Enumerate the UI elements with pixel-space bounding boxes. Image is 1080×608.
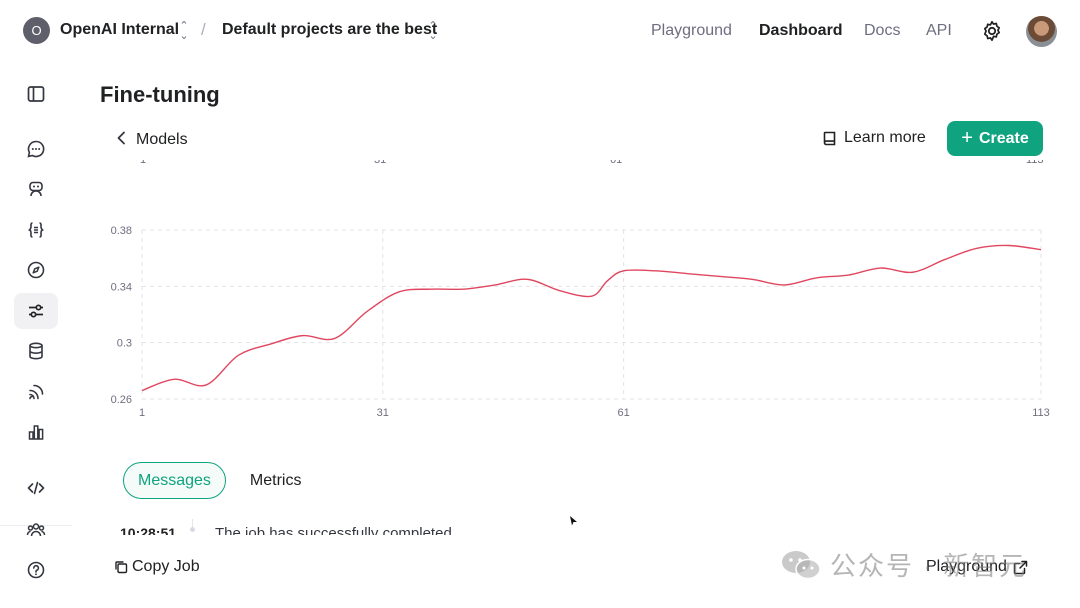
breadcrumb-separator: / bbox=[201, 20, 206, 39]
nav-api[interactable]: API bbox=[926, 22, 952, 39]
database-icon[interactable] bbox=[14, 333, 58, 369]
book-icon bbox=[823, 131, 836, 145]
open-in-playground-link[interactable]: Playground bbox=[926, 558, 1028, 576]
clipped-tick: 1 bbox=[140, 160, 147, 166]
chevron-left-icon bbox=[116, 129, 126, 150]
project-chevron-updown-icon[interactable]: ⌃ ⌃ bbox=[428, 20, 438, 41]
curly-braces-icon[interactable] bbox=[14, 212, 58, 248]
back-to-models-link[interactable]: Models bbox=[116, 129, 188, 150]
timeline-line bbox=[192, 519, 193, 527]
clipped-tick: 31 bbox=[374, 160, 387, 166]
clipped-tick: 113 bbox=[1026, 160, 1044, 166]
clipped-tick: 61 bbox=[610, 160, 623, 166]
copy-icon bbox=[115, 561, 128, 574]
bar-chart-icon[interactable] bbox=[14, 414, 58, 450]
x-tick-label: 31 bbox=[377, 407, 389, 418]
y-tick-label: 0.38 bbox=[111, 225, 132, 237]
line-chart-svg: 0.26 0.3 0.34 0.38 1 31 61 113 bbox=[111, 225, 1050, 419]
sidebar bbox=[0, 62, 72, 608]
learn-more-link[interactable]: Learn more bbox=[822, 129, 926, 147]
users-icon[interactable] bbox=[14, 512, 58, 548]
plus-icon: + bbox=[961, 127, 973, 149]
watermark: 公众号 · 新智元 bbox=[780, 546, 1027, 583]
wechat-logo-icon bbox=[782, 550, 821, 579]
back-link-label: Models bbox=[136, 130, 188, 148]
org-avatar[interactable]: O bbox=[23, 17, 50, 44]
timeline-dot bbox=[190, 527, 195, 532]
series-line bbox=[141, 244, 1042, 392]
audio-waves-icon[interactable] bbox=[14, 374, 58, 410]
org-switcher[interactable]: OpenAI Internal bbox=[60, 21, 180, 38]
project-switcher[interactable]: Default projects are the best bbox=[222, 21, 438, 38]
copy-job-label: Copy Job bbox=[132, 558, 200, 575]
messages-log: 10:28:51 The job has successfully comple… bbox=[100, 519, 1060, 535]
nav-docs[interactable]: Docs bbox=[864, 22, 901, 39]
page-title: Fine-tuning bbox=[100, 82, 220, 107]
tab-messages[interactable]: Messages bbox=[123, 462, 226, 499]
copy-job-button[interactable]: Copy Job bbox=[114, 558, 200, 576]
help-icon[interactable] bbox=[14, 552, 58, 588]
log-message: The job has successfully completed bbox=[215, 525, 452, 535]
nav-playground[interactable]: Playground bbox=[651, 22, 732, 39]
playground-link-label: Playground bbox=[926, 558, 1007, 575]
org-chevron-updown-icon[interactable]: ⌃ ⌃ bbox=[179, 20, 189, 41]
mouse-cursor-icon bbox=[570, 516, 577, 526]
tab-metrics[interactable]: Metrics bbox=[249, 471, 302, 489]
compass-icon[interactable] bbox=[14, 252, 58, 288]
create-button[interactable]: + Create bbox=[947, 121, 1043, 156]
top-bar: O OpenAI Internal ⌃ ⌃ / Default projects … bbox=[0, 0, 1080, 62]
code-icon[interactable] bbox=[14, 470, 58, 506]
external-link-icon bbox=[1013, 560, 1028, 574]
y-tick-label: 0.26 bbox=[111, 394, 132, 406]
sliders-icon[interactable] bbox=[14, 293, 58, 329]
create-button-label: Create bbox=[978, 129, 1029, 147]
x-tick-label: 113 bbox=[1032, 407, 1050, 418]
gear-icon[interactable] bbox=[980, 19, 1004, 43]
watermark-text: 公众号 · 新智元 bbox=[830, 551, 1028, 581]
panel-toggle-icon[interactable] bbox=[14, 76, 58, 112]
assistant-robot-icon[interactable] bbox=[14, 171, 58, 207]
log-timestamp: 10:28:51 bbox=[120, 525, 177, 535]
training-metric-chart: 0.26 0.3 0.34 0.38 1 31 61 113 bbox=[100, 218, 1060, 419]
sidebar-divider bbox=[0, 525, 72, 526]
previous-chart-clipped-ticks: 1 31 61 113 bbox=[100, 160, 1060, 174]
job-footer: Copy Job Playground bbox=[100, 548, 1060, 588]
x-tick-label: 61 bbox=[617, 407, 629, 418]
nav-dashboard[interactable]: Dashboard bbox=[759, 22, 843, 39]
y-tick-label: 0.34 bbox=[111, 281, 132, 293]
learn-more-label: Learn more bbox=[844, 129, 926, 146]
job-detail-tabs: Messages Metrics bbox=[123, 462, 301, 499]
user-avatar[interactable] bbox=[1026, 16, 1057, 47]
y-tick-label: 0.3 bbox=[117, 338, 132, 350]
x-tick-label: 1 bbox=[139, 407, 145, 418]
chat-bubble-icon[interactable] bbox=[14, 131, 58, 167]
